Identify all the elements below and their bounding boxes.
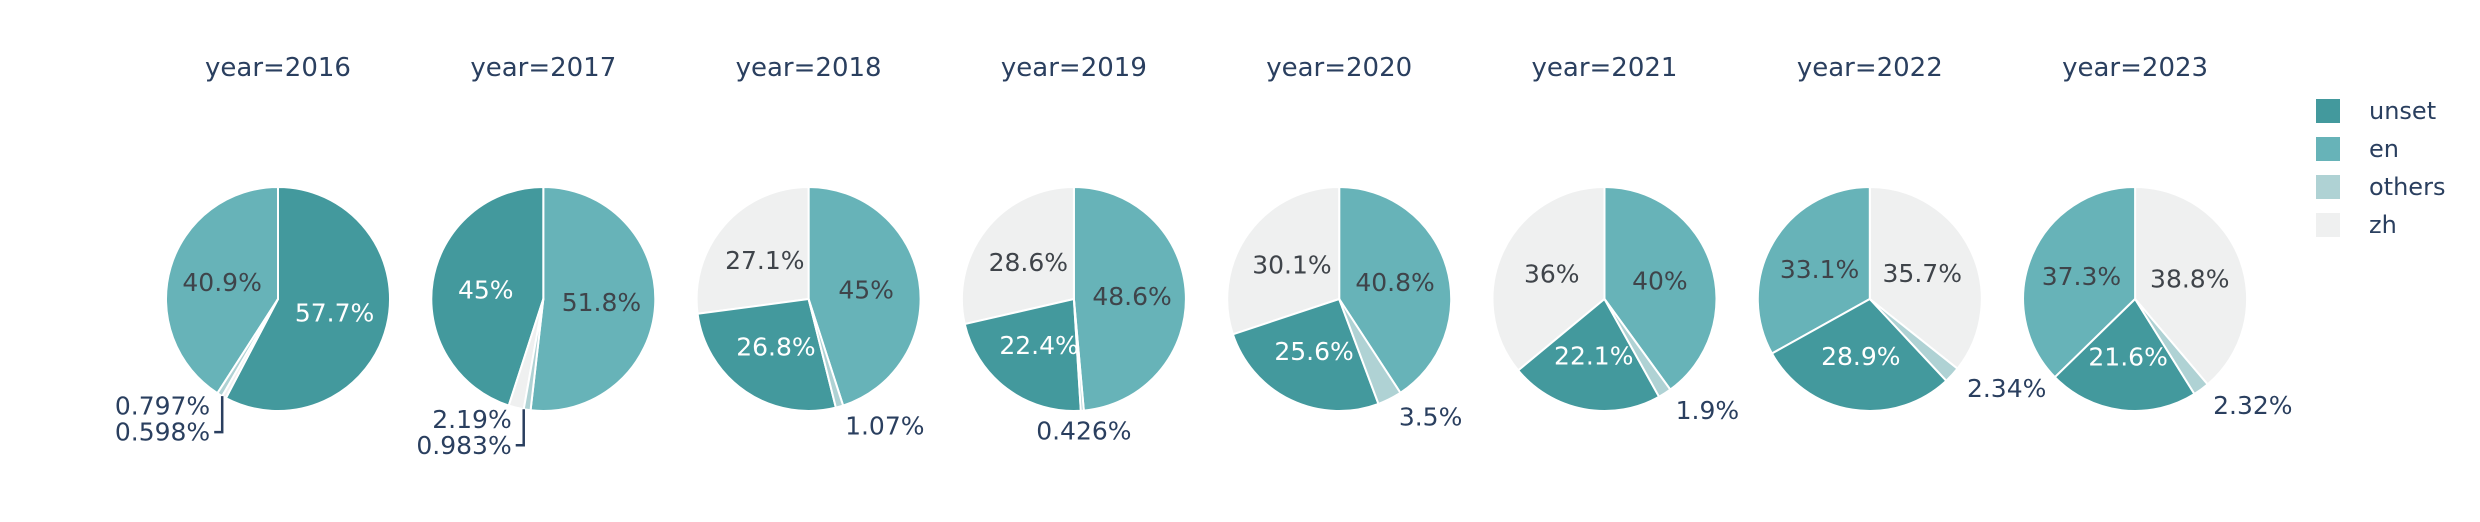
pie-facet-2020: year=2020 40.8% 30.1% 25.6% 3.5% <box>1226 53 1463 431</box>
label-leader-line-2016 <box>214 396 224 434</box>
pie-facet-2021: year=2021 40% 36% 22.1% 1.9% <box>1491 53 1740 425</box>
slice-label-en-2022: 33.1% <box>1780 255 1859 284</box>
pie-facet-2023: year=2023 38.8% 37.3% 21.6% 2.32% <box>2022 53 2293 420</box>
legend-item-en[interactable]: en <box>2316 137 2445 161</box>
pie-slice-unset-2016[interactable] <box>224 186 391 412</box>
legend-label-unset: unset <box>2369 97 2437 125</box>
slice-label-zh-2016: 0.598% <box>115 418 210 447</box>
slice-label-zh-2022: 35.7% <box>1883 259 1962 288</box>
legend-swatch-zh <box>2316 213 2340 237</box>
pie-slice-unset-2021[interactable] <box>1517 298 1661 412</box>
facet-title: year=2016 <box>205 53 351 83</box>
legend-swatch-others <box>2316 175 2340 199</box>
legend-item-others[interactable]: others <box>2316 175 2445 199</box>
facet-title: year=2017 <box>470 53 616 83</box>
slice-label-en-2019: 48.6% <box>1092 282 1171 311</box>
slice-label-en-2018: 45% <box>838 275 894 304</box>
slice-label-en-2020: 40.8% <box>1355 268 1434 297</box>
legend-swatch-en <box>2316 137 2340 161</box>
slice-label-unset-2018: 26.8% <box>736 333 815 362</box>
legend-item-unset[interactable]: unset <box>2316 99 2445 123</box>
legend-swatch-unset <box>2316 99 2340 123</box>
pie-slice-zh-2022[interactable] <box>1868 186 1983 370</box>
pie-slice-en-2021[interactable] <box>1603 186 1718 391</box>
slice-label-unset-2021: 22.1% <box>1554 342 1633 371</box>
pie-slice-unset-2023[interactable] <box>2053 298 2196 412</box>
pie-slice-unset-2018[interactable] <box>696 298 837 412</box>
facet-title: year=2021 <box>1532 53 1678 83</box>
pie-slice-en-2017[interactable] <box>529 186 657 412</box>
pie-slice-zh-2019[interactable] <box>960 186 1075 326</box>
slice-label-en-2017: 51.8% <box>562 288 641 317</box>
pie-facet-2017: year=2017 51.8% 45% 2.19%0.983% <box>416 53 657 460</box>
slice-label-en-2023: 37.3% <box>2042 262 2121 291</box>
pie-slice-others-2018[interactable] <box>807 298 845 409</box>
pie-slice-zh-2021[interactable] <box>1491 186 1606 372</box>
facet-title: year=2022 <box>1797 53 1943 83</box>
legend-item-zh[interactable]: zh <box>2316 213 2445 237</box>
slice-label-zh-2021: 36% <box>1524 260 1580 289</box>
label-leader-line-2017 <box>515 409 525 447</box>
slice-label-unset-2019: 22.4% <box>999 331 1078 360</box>
slice-label-others-2020: 3.5% <box>1399 402 1463 431</box>
pie-slice-others-2020[interactable] <box>1338 298 1402 405</box>
pie-slice-en-2023[interactable] <box>2022 186 2137 379</box>
pie-slice-unset-2020[interactable] <box>1231 298 1380 412</box>
slice-label-others-2022: 2.34% <box>1967 374 2046 403</box>
slice-label-unset-2023: 21.6% <box>2088 342 2167 371</box>
slice-label-zh-2017: 2.19% <box>432 405 511 434</box>
pie-slice-en-2018[interactable] <box>807 186 922 407</box>
slice-label-others-2017: 0.983% <box>416 431 511 460</box>
facet-title: year=2023 <box>2062 53 2208 83</box>
facet-title: year=2018 <box>736 53 882 83</box>
pie-slice-zh-2020[interactable] <box>1226 186 1341 336</box>
pie-facet-2018: year=2018 45% 27.1% 26.8% 1.07% <box>695 53 925 441</box>
pie-slice-unset-2022[interactable] <box>1770 298 1948 412</box>
pie-slice-others-2022[interactable] <box>1868 298 1959 382</box>
pie-slice-zh-2018[interactable] <box>695 186 810 315</box>
slice-label-zh-2019: 28.6% <box>989 248 1068 277</box>
slice-label-unset-2020: 25.6% <box>1274 337 1353 366</box>
slice-label-en-2021: 40% <box>1632 267 1688 296</box>
facet-title: year=2019 <box>1001 53 1147 83</box>
slice-label-others-2018: 1.07% <box>845 412 924 441</box>
slice-label-unset-2022: 28.9% <box>1821 342 1900 371</box>
slice-label-others-2023: 2.32% <box>2213 391 2292 420</box>
pie-slice-others-2023[interactable] <box>2134 298 2209 395</box>
slice-label-others-2021: 1.9% <box>1676 396 1740 425</box>
slice-label-zh-2020: 30.1% <box>1252 250 1331 279</box>
pie-slice-en-2019[interactable] <box>1072 186 1187 412</box>
slice-label-zh-2018: 27.1% <box>725 246 804 275</box>
legend-label-zh: zh <box>2369 211 2397 239</box>
pie-slice-unset-2019[interactable] <box>963 298 1082 412</box>
slice-label-unset-2017: 45% <box>458 275 514 304</box>
facet-title: year=2020 <box>1266 53 1412 83</box>
pie-slice-en-2022[interactable] <box>1756 186 1871 355</box>
slice-label-zh-2023: 38.8% <box>2150 264 2229 293</box>
legend-label-en: en <box>2369 135 2399 163</box>
slice-label-others-2019: 0.426% <box>1036 416 1131 445</box>
pie-facet-2022: year=2022 35.7% 33.1% 28.9% 2.34% <box>1756 53 2046 412</box>
slice-label-unset-2016: 57.7% <box>295 298 374 327</box>
slice-label-others-2016: 0.797% <box>115 392 210 421</box>
legend: unset en others zh <box>2316 99 2445 251</box>
slice-label-en-2016: 40.9% <box>182 268 261 297</box>
pie-slice-unset-2017[interactable] <box>430 186 545 407</box>
pie-slice-others-2019[interactable] <box>1072 298 1085 412</box>
pie-facet-2019: year=2019 48.6% 28.6% 22.4% 0.426% <box>960 53 1187 445</box>
pie-slice-others-2021[interactable] <box>1603 298 1672 398</box>
pie-slice-zh-2023[interactable] <box>2134 186 2249 386</box>
legend-label-others: others <box>2369 173 2446 201</box>
pie-facet-2016: year=2016 57.7% 40.9% 0.797%0.598% <box>115 53 391 447</box>
